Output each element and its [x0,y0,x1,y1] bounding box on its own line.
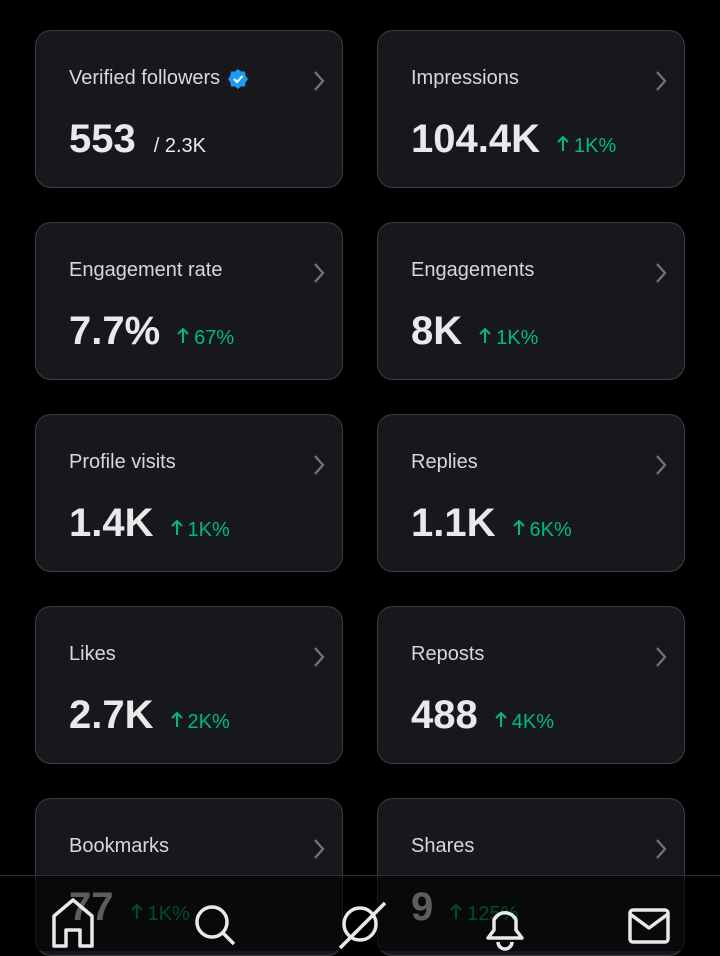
stat-label-row: Impressions [411,67,519,90]
chevron [656,647,667,667]
stat-label-row: Shares [411,835,474,858]
stat-change: 6K% [512,518,572,542]
verified-badge [228,68,249,89]
nav-icons [52,898,670,951]
stat-change: 1K% [170,518,230,542]
up-arrow [177,327,189,343]
stat-change: 1K% [556,134,616,158]
stat-label: Engagement rate [69,259,223,281]
stat-value-row: 104.4K 1K% [411,117,616,162]
stat-value-row: 1.1K 6K% [411,501,572,546]
chevron [314,263,325,283]
stat-label-row: Likes [69,643,116,666]
home-icon[interactable] [52,898,94,948]
stat-value: 7.7% [69,309,161,353]
stat-label-row: Profile visits [69,451,176,474]
stat-label: Reposts [411,643,485,665]
stat-value-row: 8K 1K% [411,309,538,354]
stat-change: 2K% [170,710,230,734]
stat-label: Engagements [411,259,535,281]
stat-label-row: Verified followers [69,67,249,90]
stat-card[interactable]: Profile visits 1.4K 1K% [35,414,343,572]
stat-label-row: Engagements [411,259,534,282]
stat-change-value: 67% [194,327,235,349]
stat-card[interactable]: Reposts 488 4K% [377,606,685,764]
up-arrow [512,519,525,535]
stat-change: 1K% [478,326,538,350]
chevron [314,455,325,475]
up-arrow [495,711,507,727]
stat-label: Verified followers [69,67,221,89]
stat-value-row: 2.7K 2K% [69,693,230,738]
stat-value-row: 553 / 2.3K [69,117,206,162]
stat-label-row: Bookmarks [69,835,169,858]
stat-card[interactable]: Verified followers 553 / 2.3K [35,30,343,188]
stat-change: 4K% [494,710,554,734]
up-arrow [170,519,183,535]
stat-card[interactable]: Impressions 104.4K 1K% [377,30,685,188]
stat-value-row: 1.4K 1K% [69,501,230,546]
stat-value: 104.4K [411,117,540,161]
chevron [656,71,667,91]
stat-change-value: 1K% [496,327,539,349]
bottom-nav [0,875,720,951]
chevron [314,71,325,91]
stat-change-value: 6K% [529,519,572,541]
stat-value-row: 488 4K% [411,693,554,738]
stat-value: 2.7K [69,693,154,737]
stat-label-row: Reposts [411,643,484,666]
chevron [656,263,667,283]
chevron [656,455,667,475]
stat-change: 67% [176,326,234,350]
search-icon[interactable] [195,905,236,946]
stat-label: Shares [411,835,475,857]
stat-change-value: 4K% [511,711,554,733]
stat-value: 8K [411,309,463,353]
up-arrow [479,327,491,343]
stat-change-value: 1K% [573,135,617,157]
stat-card[interactable]: Likes 2.7K 2K% [35,606,343,764]
stat-label: Replies [411,451,478,473]
stat-label: Profile visits [69,451,176,473]
stat-label-row: Replies [411,451,478,474]
up-arrow [170,711,183,727]
stat-label: Impressions [411,67,519,89]
messages-icon[interactable] [628,908,670,944]
stat-card[interactable]: Engagements 8K 1K% [377,222,685,380]
stat-label: Likes [69,643,116,665]
stat-value: 1.1K [411,501,496,545]
chevron [314,647,325,667]
notifications-icon[interactable] [486,911,524,951]
chevron [314,839,325,859]
grok-icon[interactable] [338,901,387,950]
stat-card[interactable]: Replies 1.1K 6K% [377,414,685,572]
stat-value: 1.4K [69,501,154,545]
stat-label-row: Engagement rate [69,259,222,282]
chevron [656,839,667,859]
stat-value: 488 [411,693,478,737]
stat-card[interactable]: Engagement rate 7.7% 67% [35,222,343,380]
stat-value-row: 7.7% 67% [69,309,234,354]
stat-label: Bookmarks [69,835,170,857]
stat-value: 553 [69,117,136,161]
stat-change-value: 2K% [187,711,230,733]
up-arrow [557,135,569,151]
stat-total: / 2.3K [153,135,207,157]
stat-change-value: 1K% [187,519,230,541]
